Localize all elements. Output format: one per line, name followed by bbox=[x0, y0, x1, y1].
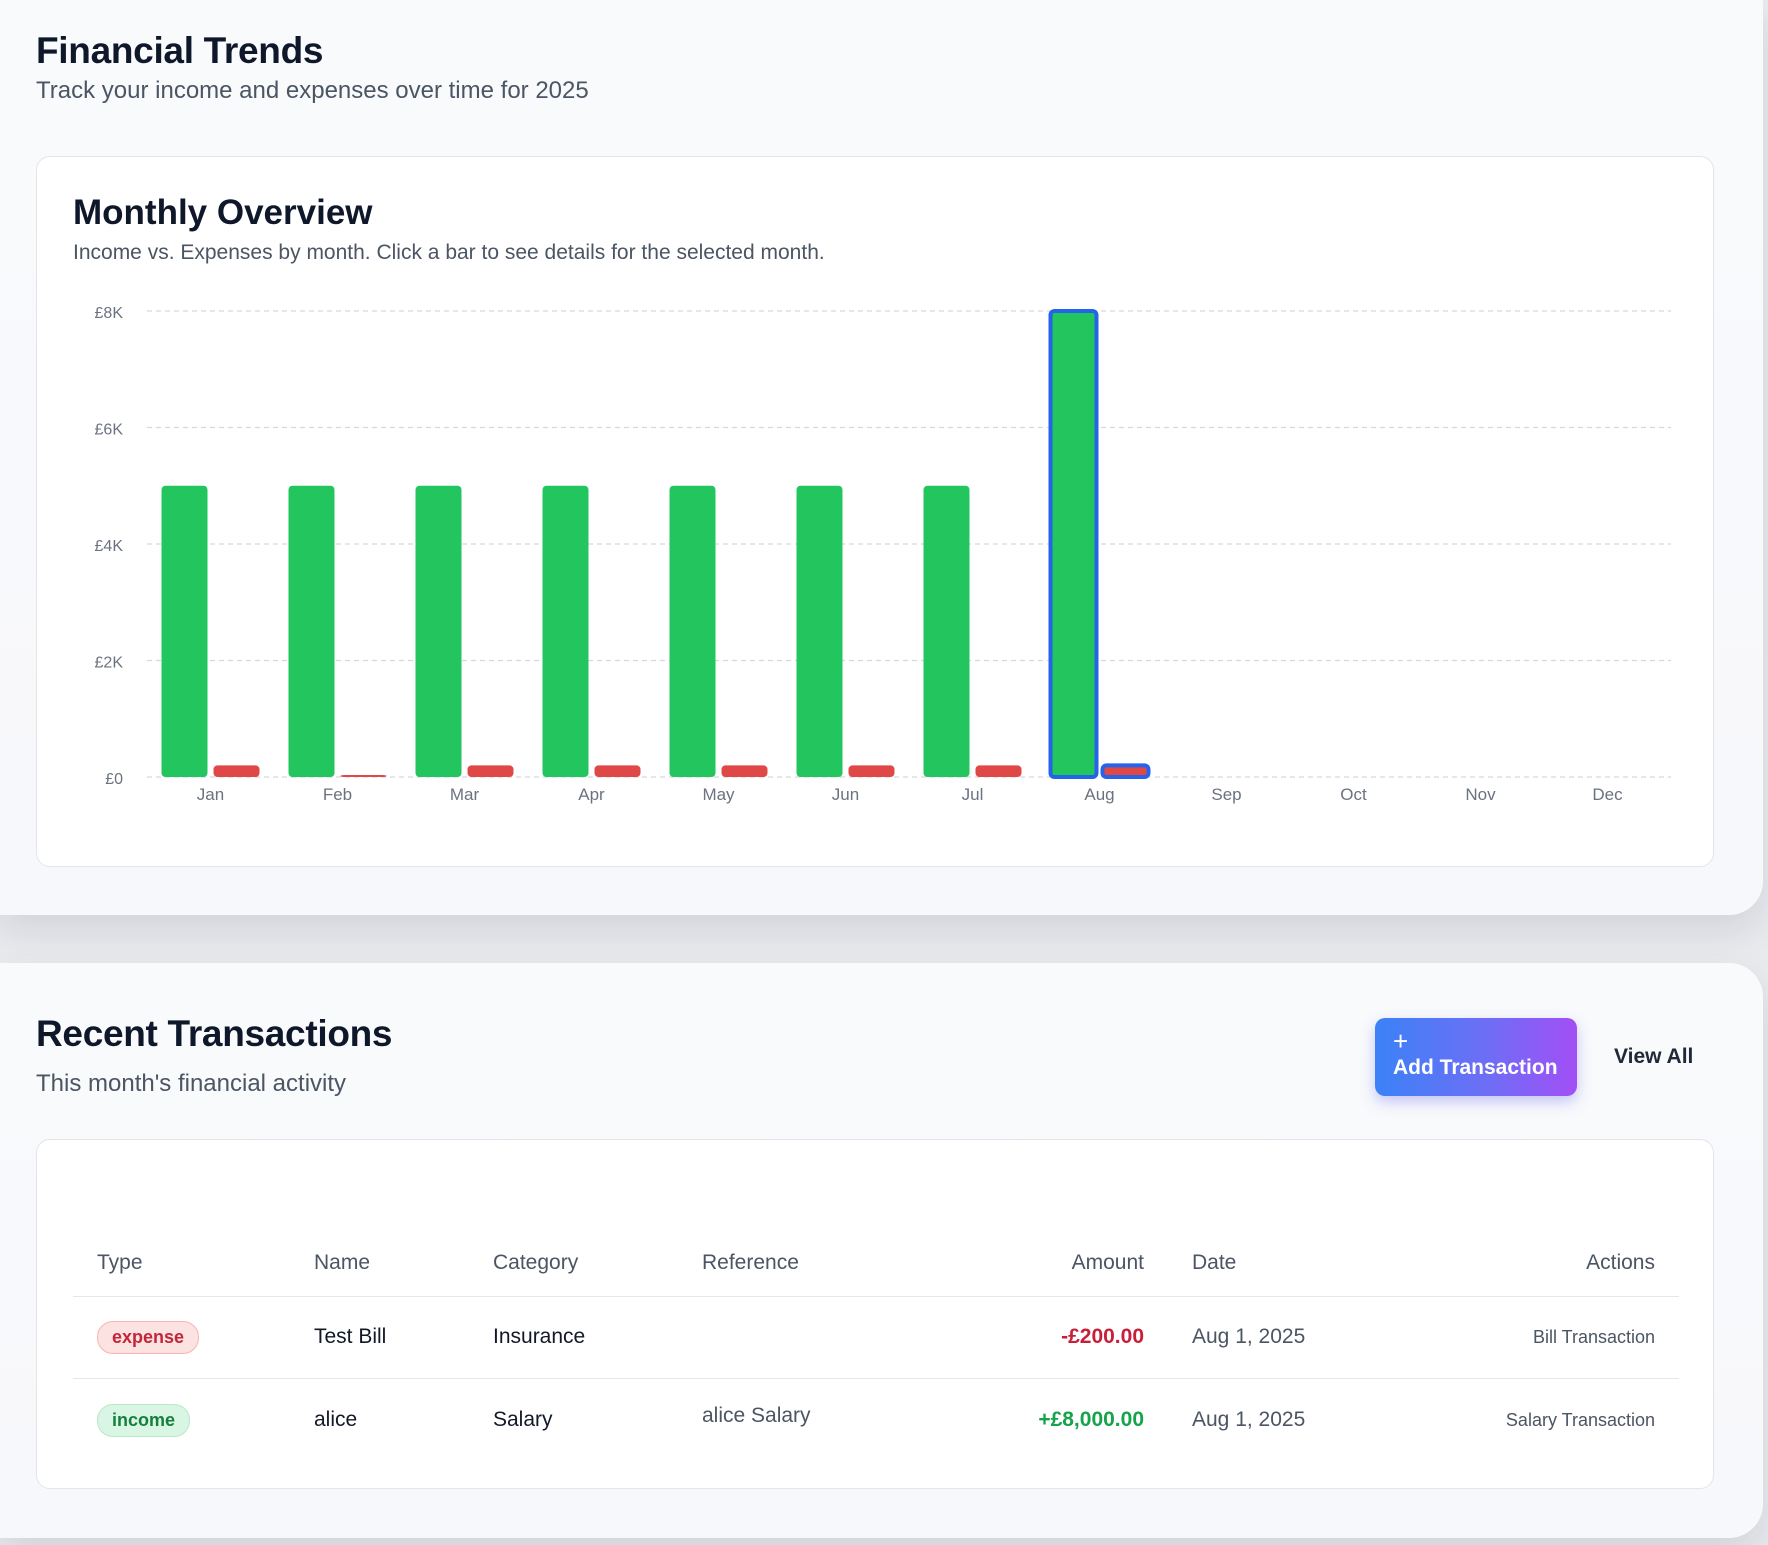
expenses-bar-feb[interactable] bbox=[340, 775, 387, 777]
x-tick-label: Jun bbox=[832, 785, 859, 804]
income-bar-mar[interactable] bbox=[415, 485, 462, 777]
column-header-actions: Actions bbox=[1424, 1230, 1679, 1297]
column-header-category: Category bbox=[493, 1230, 702, 1297]
card-subtitle: Income vs. Expenses by month. Click a ba… bbox=[73, 241, 825, 264]
y-tick-label: £0 bbox=[105, 771, 123, 788]
monthly-overview-card: Monthly Overview Income vs. Expenses by … bbox=[36, 156, 1714, 867]
x-tick-label: Nov bbox=[1465, 785, 1496, 804]
type-badge-expense: expense bbox=[97, 1320, 200, 1354]
column-header-reference: Reference bbox=[702, 1230, 942, 1297]
income-bar-aug[interactable] bbox=[1048, 309, 1099, 779]
plus-icon: + bbox=[1393, 1026, 1409, 1056]
cell-action[interactable]: Salary Transaction bbox=[1505, 1409, 1655, 1430]
expenses-bar-may[interactable] bbox=[721, 765, 768, 777]
cell-category: Salary bbox=[493, 1408, 553, 1432]
y-tick-label: £2K bbox=[95, 655, 124, 672]
column-header-name: Name bbox=[314, 1230, 493, 1297]
transactions-card: Type Name Category Reference Amount Date… bbox=[36, 1139, 1714, 1489]
x-tick-label: Apr bbox=[578, 785, 605, 804]
cell-date: Aug 1, 2025 bbox=[1144, 1296, 1424, 1379]
x-tick-label: Mar bbox=[450, 785, 480, 804]
expenses-bar-jun[interactable] bbox=[848, 765, 895, 777]
card-title: Monthly Overview bbox=[73, 193, 373, 232]
income-bar-jul[interactable] bbox=[923, 485, 970, 777]
transactions-title: Recent Transactions bbox=[36, 1013, 393, 1054]
income-bar-may[interactable] bbox=[669, 485, 716, 777]
x-tick-label: Oct bbox=[1340, 785, 1367, 804]
page-title: Financial Trends bbox=[36, 30, 324, 71]
add-transaction-label: Add Transaction bbox=[1393, 1056, 1558, 1079]
income-bar-apr[interactable] bbox=[542, 485, 589, 777]
x-tick-label: Aug bbox=[1084, 785, 1114, 804]
income-bar-jun[interactable] bbox=[796, 485, 843, 777]
page-subtitle: Track your income and expenses over time… bbox=[36, 77, 589, 104]
column-header-date: Date bbox=[1144, 1230, 1424, 1297]
expenses-bar-apr[interactable] bbox=[594, 765, 641, 777]
cell-action[interactable]: Bill Transaction bbox=[1424, 1296, 1679, 1379]
column-header-amount: Amount bbox=[942, 1230, 1144, 1297]
expenses-bar-jul[interactable] bbox=[975, 765, 1022, 777]
bar-chart[interactable]: £0 £2K £4K £6K £8K Jan Feb Mar Apr May Jun Jul Aug Se… bbox=[37, 157, 1715, 868]
y-tick-label: £6K bbox=[95, 422, 124, 439]
expenses-bar-mar[interactable] bbox=[467, 765, 514, 777]
x-tick-label: Dec bbox=[1592, 785, 1623, 804]
income-bar-jan[interactable] bbox=[161, 485, 208, 777]
x-tick-label: Sep bbox=[1211, 785, 1241, 804]
expenses-bar-aug[interactable] bbox=[1100, 763, 1151, 779]
x-tick-label: Jan bbox=[197, 785, 224, 804]
add-transaction-button[interactable]: + Add Transaction bbox=[1375, 1018, 1577, 1096]
table-row[interactable]: expense Test Bill Insurance -£200.00 Aug… bbox=[73, 1296, 1679, 1379]
x-tick-label: May bbox=[702, 785, 735, 804]
y-tick-label: £4K bbox=[95, 538, 124, 555]
column-header-type: Type bbox=[73, 1230, 314, 1297]
cell-amount: +£8,000.00 bbox=[1038, 1408, 1144, 1432]
x-tick-label: Feb bbox=[323, 785, 352, 804]
transactions-subtitle: This month's financial activity bbox=[36, 1070, 347, 1097]
transactions-table: Type Name Category Reference Amount Date… bbox=[73, 1230, 1679, 1462]
cell-name: alice bbox=[314, 1408, 358, 1432]
cell-name: Test Bill bbox=[314, 1296, 493, 1379]
cell-category: Insurance bbox=[493, 1296, 702, 1379]
view-all-button[interactable]: View All bbox=[1600, 1038, 1707, 1076]
cell-amount: -£200.00 bbox=[942, 1296, 1144, 1379]
financial-trends-panel: Financial Trends Track your income and e… bbox=[0, 0, 1763, 915]
income-bar-feb[interactable] bbox=[288, 485, 335, 777]
cell-date: Aug 1, 2025 bbox=[1192, 1408, 1306, 1432]
table-row[interactable]: income alice Salary alice Salary +£8,000… bbox=[73, 1378, 1679, 1462]
y-tick-label: £8K bbox=[95, 305, 124, 322]
table-header-row: Type Name Category Reference Amount Date… bbox=[73, 1230, 1679, 1297]
type-badge-income: income bbox=[97, 1403, 191, 1437]
cell-reference bbox=[702, 1296, 942, 1379]
x-tick-label: Jul bbox=[962, 785, 984, 804]
expenses-bar-jan[interactable] bbox=[213, 765, 260, 777]
cell-reference: alice Salary bbox=[702, 1404, 811, 1428]
